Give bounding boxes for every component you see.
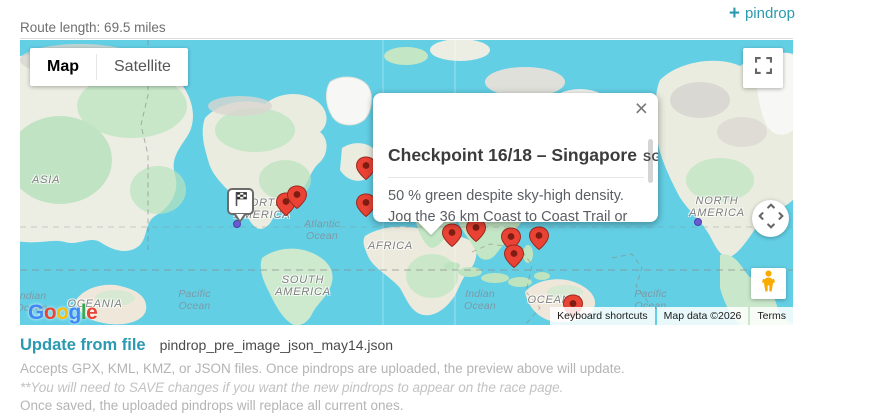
infowindow-title-row: Checkpoint 16/18 – Singapore SG (388, 145, 658, 166)
keyboard-shortcuts-button[interactable]: Keyboard shortcuts (550, 307, 655, 325)
street-view-pegman-button[interactable] (751, 268, 786, 299)
route-length-text: Route length: 69.5 miles (20, 20, 166, 35)
finish-flag-marker[interactable] (227, 188, 254, 223)
logo-letter: l (80, 301, 87, 324)
upload-help-notes: Accepts GPX, KML, KMZ, or JSON files. On… (20, 360, 625, 416)
fullscreen-icon (754, 56, 772, 79)
checkered-flag-icon (234, 191, 248, 212)
pan-arrows-icon (754, 199, 788, 238)
label-indian-ocean-left: Indian Ocean (20, 290, 48, 314)
uploaded-filename: pindrop_pre_image_json_may14.json (159, 337, 394, 353)
infowindow-body: 50 % green despite sky-high density. Jog… (388, 188, 628, 222)
update-from-file-button[interactable]: Update from file (20, 336, 146, 354)
close-icon[interactable]: × (634, 95, 648, 121)
map-attribution: Keyboard shortcuts Map data ©2026 Terms (548, 307, 793, 325)
infowindow-scrollbar[interactable] (648, 139, 653, 183)
google-logo[interactable]: Google (28, 301, 98, 325)
help-note: Once saved, the uploaded pindrops will r… (20, 398, 404, 413)
fullscreen-button[interactable] (743, 48, 783, 88)
pegman-icon (761, 269, 776, 299)
infowindow-tail (418, 222, 444, 235)
map-canvas[interactable]: ASIA NORTH AMERICA NORTH AMERICA AFRICA … (20, 40, 793, 325)
add-pindrop-label: pindrop (744, 5, 795, 22)
infowindow-title: Checkpoint 16/18 – Singapore (388, 145, 637, 165)
label-pacific-ocean-left: Pacific Ocean (178, 288, 211, 312)
logo-letter: G (28, 301, 44, 324)
label-oceania-left: OCEANIA (67, 298, 123, 310)
divider (20, 38, 793, 39)
map-type-satellite-button[interactable]: Satellite (114, 58, 171, 75)
divider (96, 54, 97, 80)
infowindow: × Checkpoint 16/18 – Singapore SG 50 % gr… (373, 93, 658, 222)
label-south-america: SOUTH AMERICA (275, 274, 331, 298)
map-type-control: Map Satellite (30, 48, 188, 86)
label-indian-ocean-right: Indian Ocean (464, 288, 496, 312)
label-north-america-right: NORTH AMERICA (689, 195, 745, 219)
label-africa: AFRICA (367, 240, 414, 252)
route-endpoint-dot[interactable] (694, 218, 702, 226)
map-pin[interactable] (441, 223, 463, 248)
map-pin[interactable] (503, 244, 525, 269)
map-type-map-button[interactable]: Map (47, 58, 79, 75)
update-from-file-row: Update from file pindrop_pre_image_json_… (20, 336, 393, 355)
divider (388, 177, 644, 178)
infowindow-country-code: SG (642, 150, 658, 164)
label-asia: ASIA (32, 174, 61, 186)
logo-letter: o (43, 301, 57, 324)
terms-link[interactable]: Terms (750, 307, 793, 325)
logo-letter: e (86, 301, 98, 324)
plus-icon: + (728, 2, 740, 24)
add-pindrop-button[interactable]: + pindrop (728, 2, 795, 24)
map-pin[interactable] (286, 185, 308, 210)
help-note: **You will need to SAVE changes if you w… (20, 379, 564, 395)
label-atlantic-ocean: Atlantic Ocean (303, 218, 341, 242)
marker-pointer-inner (236, 214, 244, 220)
help-note: Accepts GPX, KML, KMZ, or JSON files. On… (20, 361, 625, 376)
logo-letter: g (68, 301, 82, 324)
map-data-text: Map data ©2026 (656, 307, 749, 325)
logo-letter: o (56, 301, 69, 324)
map-pin[interactable] (465, 218, 487, 243)
map-pin[interactable] (528, 226, 550, 251)
pan-control[interactable] (752, 200, 789, 237)
